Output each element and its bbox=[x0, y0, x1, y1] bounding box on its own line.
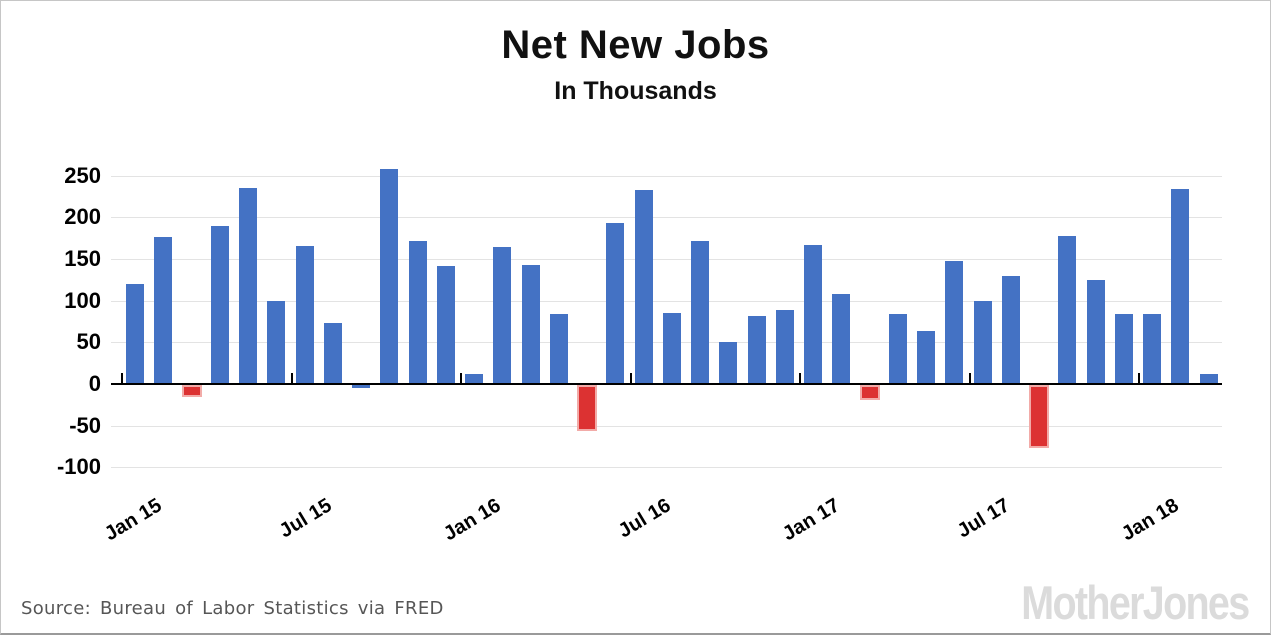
bar bbox=[606, 223, 625, 384]
bar bbox=[917, 330, 935, 384]
bar bbox=[154, 237, 173, 384]
y-gridline bbox=[111, 425, 1222, 427]
bar bbox=[239, 188, 257, 384]
y-gridline bbox=[111, 175, 1222, 177]
x-axis-tick bbox=[1138, 373, 1140, 385]
bar bbox=[634, 189, 653, 384]
x-axis-tick-label: Jan 17 bbox=[778, 494, 844, 546]
bar bbox=[719, 342, 738, 384]
bar bbox=[267, 300, 286, 384]
x-axis-tick-label: Jul 17 bbox=[953, 494, 1014, 543]
bar bbox=[295, 246, 314, 384]
chart-title: Net New Jobs bbox=[501, 23, 770, 67]
bar bbox=[493, 247, 512, 384]
bar bbox=[859, 385, 880, 400]
bar bbox=[662, 313, 681, 384]
bar bbox=[380, 168, 399, 384]
bar bbox=[352, 385, 370, 388]
bar bbox=[549, 313, 568, 384]
y-axis-tick-label: 150 bbox=[64, 245, 101, 271]
bar bbox=[436, 265, 455, 384]
bar bbox=[323, 323, 342, 384]
x-axis-tick bbox=[799, 373, 801, 385]
bar bbox=[1171, 188, 1190, 384]
bar bbox=[691, 240, 709, 384]
source-note: Source: Bureau of Labor Statistics via F… bbox=[21, 598, 444, 619]
x-axis-tick bbox=[968, 373, 971, 385]
y-axis-tick-label: -50 bbox=[69, 412, 101, 438]
bar bbox=[1143, 313, 1161, 384]
bar bbox=[1199, 373, 1218, 384]
y-axis-tick-label: 50 bbox=[76, 329, 101, 355]
x-axis-tick bbox=[460, 373, 462, 385]
y-gridline bbox=[111, 217, 1222, 219]
chart-subtitle: In Thousands bbox=[554, 77, 717, 105]
y-axis-tick-label: -100 bbox=[56, 454, 101, 480]
bar bbox=[973, 301, 992, 384]
bar bbox=[1086, 279, 1105, 384]
bar bbox=[945, 260, 964, 384]
x-axis-tick-label: Jan 15 bbox=[100, 494, 166, 546]
bar bbox=[521, 264, 540, 384]
y-axis-tick-label: 100 bbox=[64, 287, 101, 313]
y-axis-tick-label: 250 bbox=[64, 162, 101, 188]
bar bbox=[747, 316, 766, 384]
bar bbox=[210, 225, 229, 384]
x-axis-tick-label: Jul 15 bbox=[275, 494, 336, 543]
bar bbox=[804, 244, 822, 384]
x-axis-tick bbox=[121, 373, 123, 385]
x-axis-line bbox=[111, 383, 1222, 385]
y-gridline bbox=[111, 258, 1222, 260]
bar bbox=[1029, 385, 1049, 449]
motherjones-logo: MotherJones bbox=[1020, 576, 1250, 629]
bar bbox=[775, 309, 794, 384]
bar bbox=[888, 313, 907, 384]
x-axis-tick bbox=[290, 373, 293, 385]
bar bbox=[1058, 235, 1077, 384]
bar bbox=[1114, 313, 1133, 384]
y-axis-tick-label: 0 bbox=[88, 371, 101, 396]
y-gridline bbox=[111, 467, 1222, 469]
x-axis-tick-label: Jan 18 bbox=[1117, 494, 1183, 546]
x-axis-tick-label: Jul 16 bbox=[614, 494, 675, 543]
bar bbox=[577, 385, 597, 431]
bar bbox=[465, 373, 483, 384]
y-axis-tick-label: 200 bbox=[64, 204, 101, 230]
bar bbox=[408, 240, 427, 384]
bar bbox=[832, 293, 851, 384]
y-gridline bbox=[111, 300, 1222, 302]
bar bbox=[126, 283, 144, 384]
x-axis-tick bbox=[629, 373, 632, 385]
bar bbox=[1001, 276, 1020, 384]
bar bbox=[181, 385, 202, 397]
x-axis-tick-label: Jan 16 bbox=[439, 494, 505, 546]
